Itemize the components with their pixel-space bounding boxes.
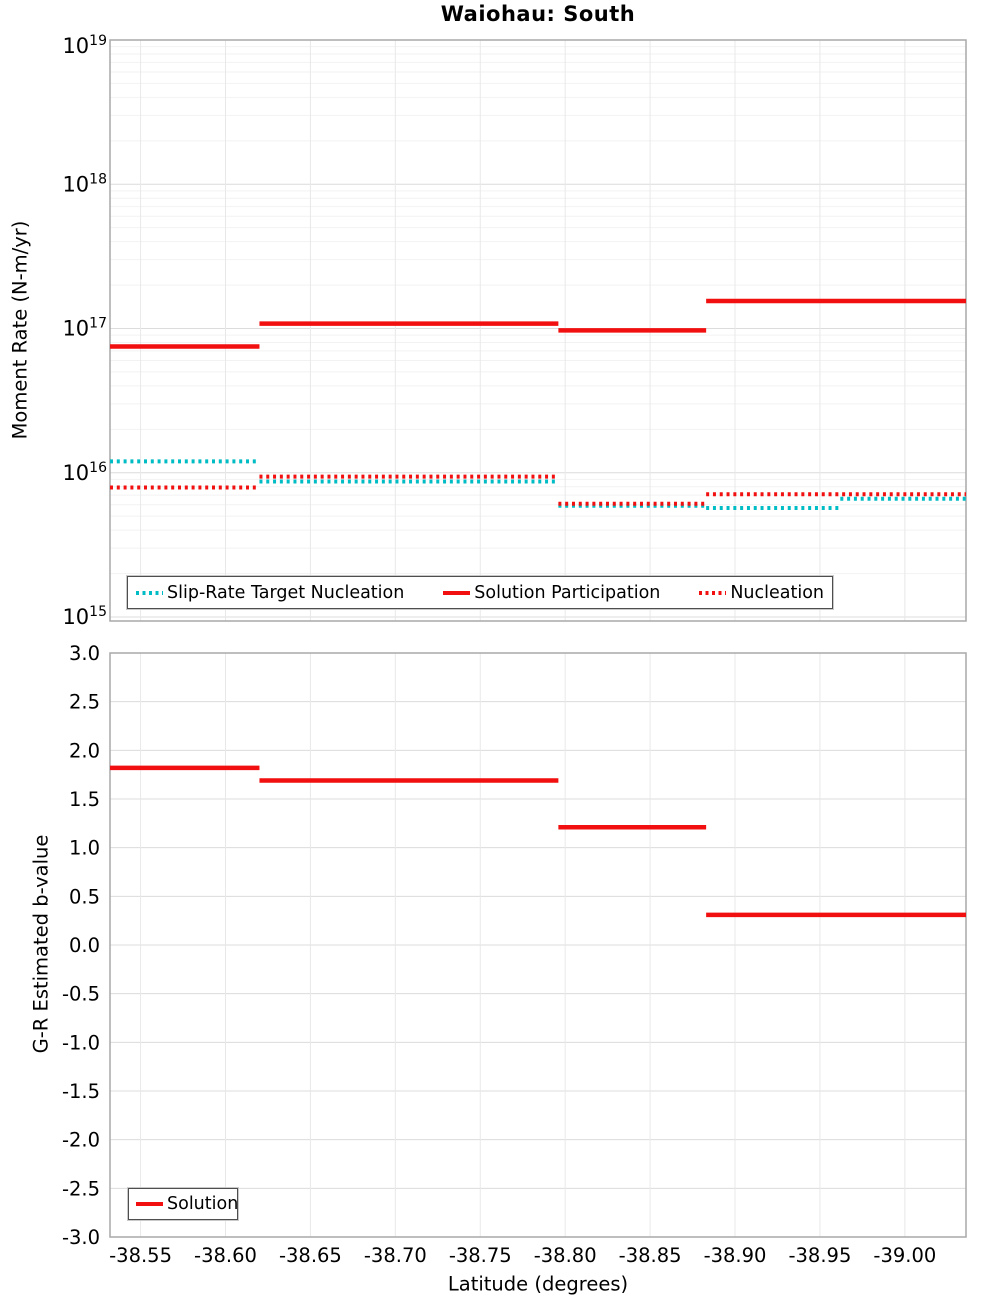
solution-line xyxy=(110,765,966,918)
nucleation-legend-item: Nucleation xyxy=(699,583,824,603)
y-tick-label-1.0: 1.0 xyxy=(69,837,100,860)
solution-legend-item: Solution xyxy=(136,1194,238,1214)
moment-rate-chart: 1019 1018 1017 1016 1015 xyxy=(62,33,967,629)
y-tick-label--0.5: -0.5 xyxy=(62,983,100,1006)
b-value-legend: Solution xyxy=(128,1188,238,1220)
y-tick-label-1e19: 1019 xyxy=(62,33,107,58)
x-tick-label--39.00: -39.00 xyxy=(873,1244,936,1267)
solution-legend-swatch-solid-line-icon xyxy=(136,1202,163,1206)
slip-rate-target-nucleation-legend-item: Slip-Rate Target Nucleation xyxy=(136,583,404,603)
x-tick-label--38.65: -38.65 xyxy=(279,1244,342,1267)
y-tick-label--1.5: -1.5 xyxy=(62,1080,100,1103)
y-tick-label--2.0: -2.0 xyxy=(62,1129,100,1152)
moment-rate-legend: Slip-Rate Target Nucleation Solution Part… xyxy=(127,576,833,609)
y-tick-label-0.5: 0.5 xyxy=(69,885,100,908)
y-tick-label-1e16: 1016 xyxy=(62,460,107,485)
x-tick-label--38.85: -38.85 xyxy=(619,1244,682,1267)
slip-rate-target-nucleation-legend-swatch-dotted-line-icon xyxy=(136,590,163,595)
y-tick-label-2.0: 2.0 xyxy=(69,739,100,762)
x-tick-label--38.80: -38.80 xyxy=(534,1244,597,1267)
y-tick-label-1e15: 1015 xyxy=(62,604,107,629)
nucleation-legend-swatch-dotted-line-icon xyxy=(699,590,727,595)
y-tick-label-1.5: 1.5 xyxy=(69,788,100,811)
x-tick-label--38.60: -38.60 xyxy=(194,1244,257,1267)
x-tick-label--38.70: -38.70 xyxy=(364,1244,427,1267)
y-axis-label-b-value: G-R Estimated b-value xyxy=(29,834,53,1054)
x-axis-label-latitude: Latitude (degrees) xyxy=(447,1272,629,1296)
chart-title: Waiohau: South xyxy=(440,2,636,26)
slip-rate-target-nucleation-legend-label: Slip-Rate Target Nucleation xyxy=(167,582,405,603)
y-tick-label--3.0: -3.0 xyxy=(62,1226,100,1249)
y-tick-label--2.5: -2.5 xyxy=(62,1177,100,1200)
x-tick-label--38.90: -38.90 xyxy=(704,1244,767,1267)
y-axis-label-moment-rate: Moment Rate (N-m/yr) xyxy=(8,220,32,440)
x-tick-label--38.75: -38.75 xyxy=(449,1244,512,1267)
solution-legend-label: Solution xyxy=(167,1194,239,1214)
y-tick-label-2.5: 2.5 xyxy=(69,691,100,714)
y-tick-label-1e17: 1017 xyxy=(62,316,107,341)
b-value-chart: 3.0 2.5 2.0 1.5 1.0 0.5 0.0 -0.5 -1.0 -1.5 -2.0 -2.… xyxy=(62,642,967,1267)
solution-participation-legend-label: Solution Participation xyxy=(474,582,661,603)
slip-rate-target-nucleation-line xyxy=(110,459,966,510)
nucleation-legend-label: Nucleation xyxy=(730,582,824,603)
solution-participation-legend-swatch-solid-line-icon xyxy=(443,590,471,595)
y-tick-label-0.0: 0.0 xyxy=(69,934,100,957)
solution-participation-legend-item: Solution Participation xyxy=(443,583,660,603)
solution-participation-line xyxy=(110,298,966,349)
x-tick-label--38.55: -38.55 xyxy=(109,1244,172,1267)
nucleation-line xyxy=(110,474,966,506)
x-tick-label--38.95: -38.95 xyxy=(788,1244,851,1267)
y-tick-label-3.0: 3.0 xyxy=(69,642,100,665)
y-tick-label--1.0: -1.0 xyxy=(62,1031,100,1054)
y-tick-label-1e18: 1018 xyxy=(62,171,107,196)
